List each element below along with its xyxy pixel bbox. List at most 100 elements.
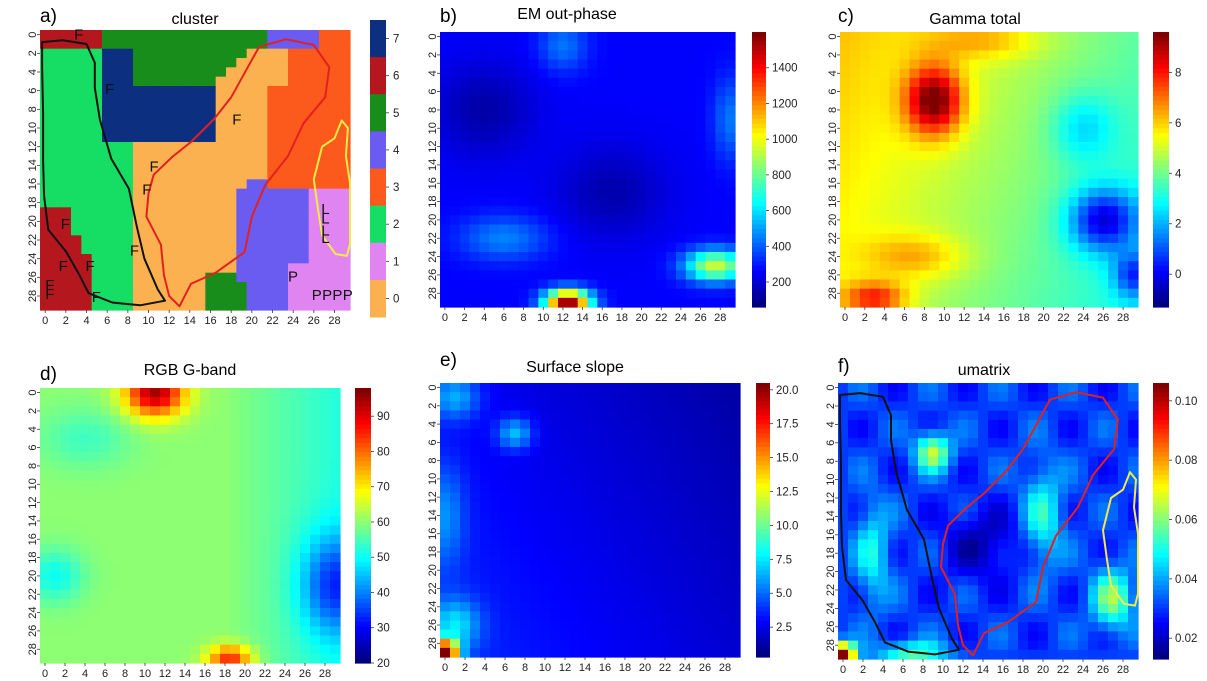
- colorbar-tick-label: 80: [377, 447, 390, 459]
- heatmap-cell: [226, 132, 237, 143]
- heatmap-cell: [160, 534, 171, 545]
- heatmap-cell: [680, 638, 691, 649]
- heatmap-cell: [440, 206, 451, 216]
- heatmap-cell: [205, 123, 217, 134]
- heatmap-cell: [319, 198, 330, 208]
- heatmap-cell: [949, 206, 960, 216]
- heatmap-cell: [919, 252, 930, 262]
- heatmap-cell: [290, 608, 301, 618]
- heatmap-cell: [1078, 105, 1089, 116]
- heatmap-cell: [1048, 105, 1060, 116]
- heatmap-cell: [50, 263, 62, 274]
- heatmap-cell: [288, 48, 299, 59]
- heatmap-cell: [909, 41, 921, 51]
- heatmap-cell: [250, 452, 261, 462]
- heatmap-cell: [520, 593, 531, 603]
- heatmap-cell: [558, 178, 569, 189]
- heatmap-cell: [250, 461, 261, 472]
- heatmap-cell: [489, 178, 500, 189]
- heatmap-cell: [1128, 288, 1139, 299]
- heatmap-cell: [879, 279, 891, 290]
- heatmap-cell: [200, 525, 211, 536]
- heatmap-cell: [656, 32, 667, 42]
- heatmap-cell: [1068, 233, 1079, 244]
- heatmap-cell: [143, 39, 155, 50]
- heatmap-cell: [50, 415, 61, 426]
- heatmap-cell: [518, 77, 530, 88]
- heatmap-cell: [277, 30, 289, 40]
- colorbar-segment: [355, 401, 371, 407]
- heatmap-cell: [215, 291, 227, 302]
- heatmap-cell: [112, 142, 124, 152]
- heatmap-cell: [548, 224, 559, 235]
- heatmap-cell: [500, 547, 511, 558]
- heatmap-cell: [695, 169, 707, 180]
- heatmap-cell: [879, 288, 891, 299]
- heatmap-cell: [597, 242, 608, 253]
- heatmap-cell: [636, 242, 648, 253]
- heatmap-cell: [100, 635, 111, 646]
- heatmap-cell: [215, 244, 227, 255]
- heatmap-cell: [1118, 142, 1129, 152]
- heatmap-cell: [319, 160, 330, 171]
- heatmap-cell: [620, 611, 631, 622]
- heatmap-cell: [617, 151, 628, 161]
- heatmap-cell: [1068, 215, 1079, 226]
- heatmap-cell: [280, 571, 291, 582]
- heatmap-cell: [200, 562, 211, 572]
- heatmap-cell: [339, 30, 351, 40]
- heatmap-cell: [610, 419, 621, 430]
- heatmap-cell: [685, 68, 697, 79]
- heatmap-cell: [929, 105, 940, 116]
- heatmap-cell: [226, 67, 237, 78]
- heatmap-cell: [620, 574, 631, 585]
- heatmap-cell: [230, 653, 241, 664]
- heatmap-cell: [919, 261, 930, 271]
- heatmap-cell: [929, 252, 940, 262]
- heatmap-cell: [518, 178, 530, 189]
- heatmap-cell: [577, 77, 589, 88]
- heatmap-cell: [1018, 288, 1030, 299]
- heatmap-cell: [929, 142, 940, 152]
- heatmap-cell: [676, 215, 687, 226]
- heatmap-cell: [567, 41, 579, 51]
- heatmap-cell: [530, 456, 541, 466]
- heatmap-cell: [558, 233, 569, 244]
- heatmap-cell: [695, 233, 707, 244]
- heatmap-cell: [508, 206, 520, 216]
- heatmap-cell: [558, 105, 569, 116]
- heatmap-cell: [330, 488, 341, 499]
- heatmap-cell: [577, 187, 589, 198]
- cell-label: F: [74, 27, 83, 44]
- heatmap-cell: [220, 635, 231, 646]
- heatmap-cell: [329, 67, 341, 78]
- heatmap-cell: [449, 87, 461, 97]
- heatmap-cell: [979, 68, 990, 79]
- heatmap-cell: [449, 261, 461, 271]
- heatmap-cell: [725, 142, 736, 152]
- heatmap-cell: [60, 123, 72, 134]
- heatmap-cell: [1008, 206, 1020, 216]
- x-tick-label: 28: [1117, 312, 1129, 324]
- heatmap-cell: [530, 483, 541, 494]
- heatmap-cell: [300, 525, 311, 536]
- heatmap-cell: [969, 77, 980, 88]
- heatmap-cell: [909, 77, 921, 88]
- heatmap-cell: [160, 479, 171, 490]
- heatmap-cell: [490, 520, 501, 530]
- heatmap-cell: [240, 415, 251, 426]
- heatmap-cell: [81, 142, 93, 152]
- y-tick-label: 0: [27, 390, 39, 396]
- heatmap-cell: [577, 233, 589, 244]
- colorbar-segment: [355, 443, 371, 449]
- heatmap-cell: [500, 456, 511, 466]
- heatmap-cell: [725, 242, 736, 253]
- heatmap-cell: [100, 525, 111, 536]
- heatmap-cell: [277, 272, 289, 283]
- heatmap-cell: [570, 602, 581, 612]
- heatmap-cell: [538, 68, 549, 79]
- heatmap-cell: [270, 525, 281, 536]
- heatmap-cell: [500, 602, 511, 612]
- heatmap-cell: [130, 543, 141, 554]
- heatmap-cell: [110, 653, 121, 664]
